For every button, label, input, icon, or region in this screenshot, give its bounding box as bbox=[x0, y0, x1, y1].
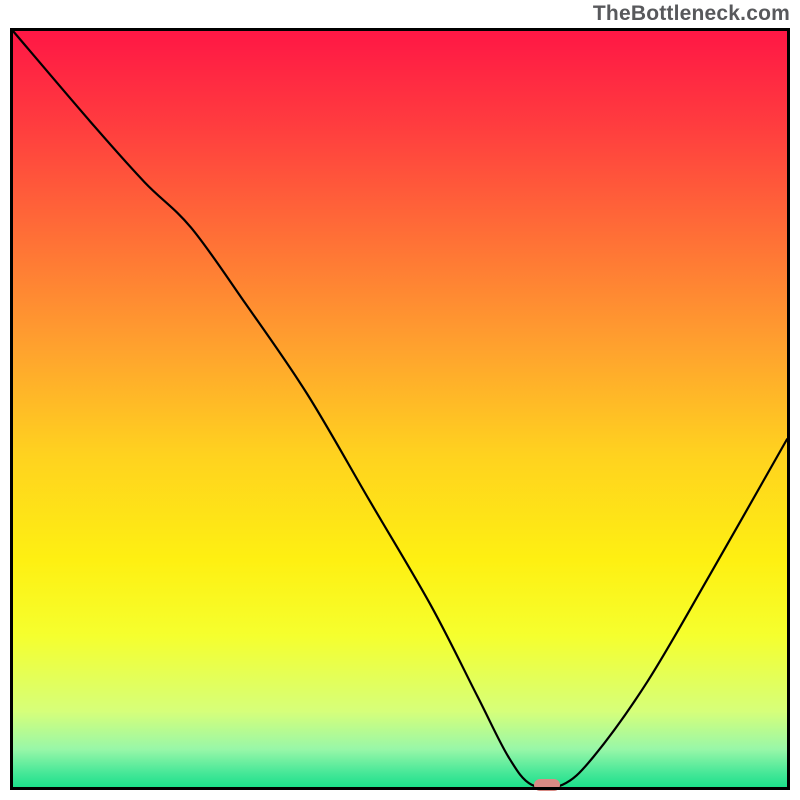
chart-root: TheBottleneck.com bbox=[0, 0, 800, 800]
plot-frame bbox=[10, 28, 790, 790]
watermark-text: TheBottleneck.com bbox=[593, 2, 790, 26]
